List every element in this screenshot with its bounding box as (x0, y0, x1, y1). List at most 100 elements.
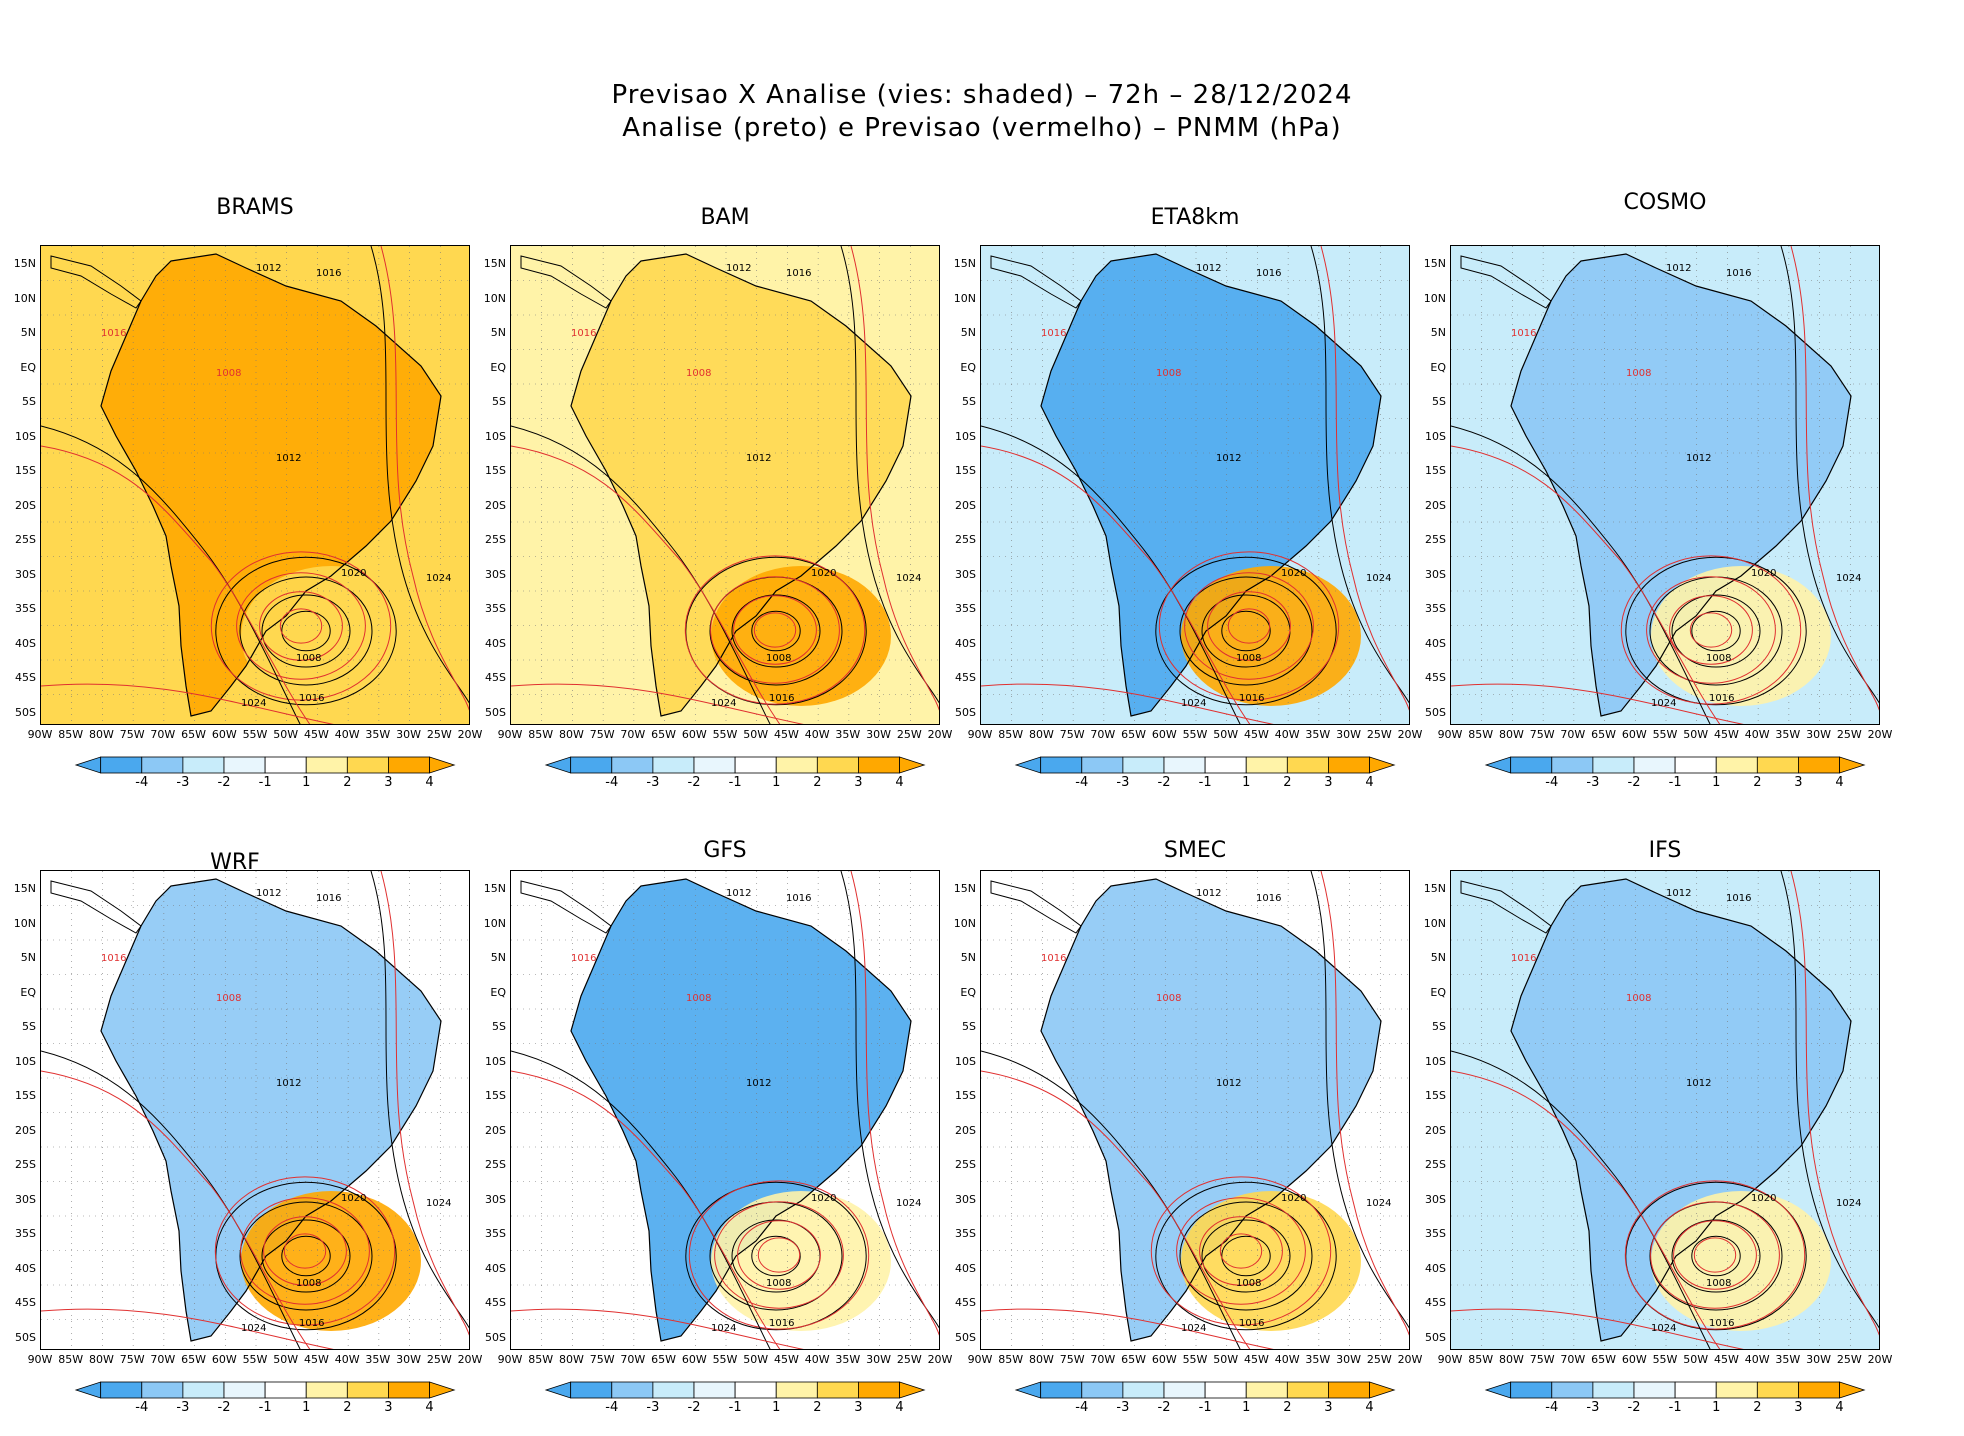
analysis-isobar (1451, 425, 1711, 724)
colorbar-tick-label: 1 (1712, 775, 1721, 790)
lat-tick-label: 30S (485, 567, 506, 581)
lon-tick-label: 65W (1121, 1353, 1146, 1366)
lat-tick-label: 15N (483, 257, 506, 270)
colorbar-tick-label: 1 (772, 1400, 781, 1415)
lat-tick-label: 5S (22, 395, 36, 408)
map-svg: 1012 1016 1008 1012 1020 1024 1008 1016 1024 1016 (41, 871, 469, 1349)
colorbar-segment (346, 1381, 389, 1399)
lat-tick-label: 15S (15, 1089, 36, 1102)
colorbar-tick-label: 1 (1242, 1400, 1251, 1415)
lon-tick-label: 80W (558, 1353, 584, 1366)
forecast-isobar (714, 1201, 844, 1309)
forecast-isobar (41, 1070, 311, 1349)
isobar-label: 1020 (811, 568, 836, 579)
map-svg: 1012 1016 1008 1012 1020 1024 1008 1016 1024 1016 (981, 871, 1409, 1349)
lon-tick-label: 25W (1836, 728, 1862, 741)
forecast-isobar (1451, 1308, 1744, 1349)
isobar-label: 1008 (1156, 368, 1181, 379)
lon-tick-label: 30W (1336, 728, 1361, 741)
lon-tick-label: 75W (1529, 1353, 1555, 1366)
map-area: 1012 1016 1008 1012 1020 1024 1008 1016 1024 1016 (40, 245, 470, 725)
colorbar-arrow-right (899, 1381, 926, 1399)
analysis-isobar (281, 610, 331, 652)
map-area: 1012 1016 1008 1012 1020 1024 1008 1016 1024 1016 (980, 870, 1410, 1350)
lat-tick-label: 50S (485, 705, 506, 719)
lon-tick-label: 40W (334, 1353, 360, 1366)
lat-tick-label: 15S (1425, 464, 1446, 477)
analysis-isobar (1155, 556, 1337, 706)
forecast-isobar (757, 1237, 801, 1273)
lat-tick-label: 30S (15, 1192, 36, 1206)
colorbar-tick-label: -4 (135, 1400, 149, 1415)
forecast-isobar (684, 555, 866, 705)
colorbar-segment (1674, 756, 1717, 774)
colorbar-tick-label: -4 (1545, 1400, 1559, 1415)
lat-tick-label: 15N (953, 257, 976, 270)
colorbar-tick-label: 4 (1365, 775, 1374, 790)
colorbar-tick-label: 3 (1324, 1400, 1333, 1415)
lon-tick-label: 60W (1151, 1353, 1177, 1366)
lon-tick-label: 60W (211, 728, 237, 741)
lon-tick-label: 30W (1806, 728, 1831, 741)
lat-tick-label: EQ (960, 985, 976, 999)
lat-tick-label: 5N (1430, 326, 1446, 339)
colorbar-segment (816, 1381, 859, 1399)
colorbar-arrow-right (429, 1381, 456, 1399)
forecast-isobar (236, 572, 366, 680)
lon-tick-label: 50W (743, 1353, 769, 1366)
lat-tick-label: 30S (1425, 1192, 1446, 1206)
lat-tick-label: 5N (960, 951, 976, 964)
colorbar-segment (1551, 756, 1594, 774)
colorbar-segment (182, 1381, 225, 1399)
isobar-label: 1024 (1366, 1198, 1391, 1209)
analysis-isobar (41, 1050, 301, 1349)
lat-tick-label: 10N (483, 916, 506, 930)
colorbar-segment (570, 756, 613, 774)
panel-title: BAM (700, 205, 750, 230)
colorbar-tick-label: -1 (1668, 1400, 1682, 1415)
lon-tick-label: 90W (497, 1353, 523, 1366)
colorbar-segment (570, 1381, 613, 1399)
lat-tick-label: 25S (955, 533, 976, 546)
analysis-isobar (370, 246, 469, 704)
colorbar-tick-label: -1 (1198, 775, 1212, 790)
lat-tick-label: 10S (15, 1054, 36, 1068)
lat-tick-label: 45S (955, 1296, 976, 1309)
forecast-isobar (240, 1197, 370, 1305)
lat-tick-label: 35S (955, 1227, 976, 1240)
lon-tick-label: 55W (1182, 728, 1208, 741)
lon-tick-label: 80W (88, 1353, 114, 1366)
lat-tick-label: 45S (955, 671, 976, 684)
lat-tick-label: 35S (1425, 1227, 1446, 1240)
colorbar-segment (100, 1381, 143, 1399)
forecast-isobar (263, 1216, 347, 1286)
lat-tick-label: 35S (15, 1227, 36, 1240)
lon-tick-label: 85W (998, 728, 1024, 741)
colorbar-tick-label: 1 (302, 775, 311, 790)
colorbar-segment (1163, 756, 1206, 774)
isobar-label: 1016 (299, 1318, 324, 1329)
isobar-label: 1008 (766, 1278, 791, 1289)
isobar-label: 1008 (1626, 993, 1651, 1004)
colorbar-tick-label: 2 (1753, 775, 1762, 790)
lon-tick-label: 75W (119, 1353, 145, 1366)
colorbar-segment (1798, 756, 1840, 774)
colorbar-segment (1204, 1381, 1247, 1399)
lat-tick-label: 25S (485, 533, 506, 546)
lon-tick-label: 65W (1591, 728, 1616, 741)
forecast-isobar (380, 246, 469, 711)
colorbar-segment (1245, 756, 1288, 774)
lon-tick-label: 25W (426, 1353, 452, 1366)
colorbar-arrow-left (1014, 756, 1042, 774)
isobar-label: 1016 (1256, 893, 1281, 904)
lon-tick-label: 75W (119, 728, 145, 741)
model-panel: 15N 10N 5N EQ 5S 10S 15S 20S 25S 30S 35S 40S 45S 50S 9… (470, 870, 952, 1430)
colorbar-arrow-left (1484, 756, 1512, 774)
lon-tick-label: 60W (211, 1353, 237, 1366)
colorbar-arrow-right (1369, 1381, 1396, 1399)
forecast-isobar (1689, 612, 1733, 648)
lat-tick-label: 20S (485, 1123, 506, 1137)
colorbar-tick-label: 3 (1794, 1400, 1803, 1415)
forecast-isobar (1693, 1237, 1737, 1273)
colorbar-tick-label: -1 (728, 775, 742, 790)
